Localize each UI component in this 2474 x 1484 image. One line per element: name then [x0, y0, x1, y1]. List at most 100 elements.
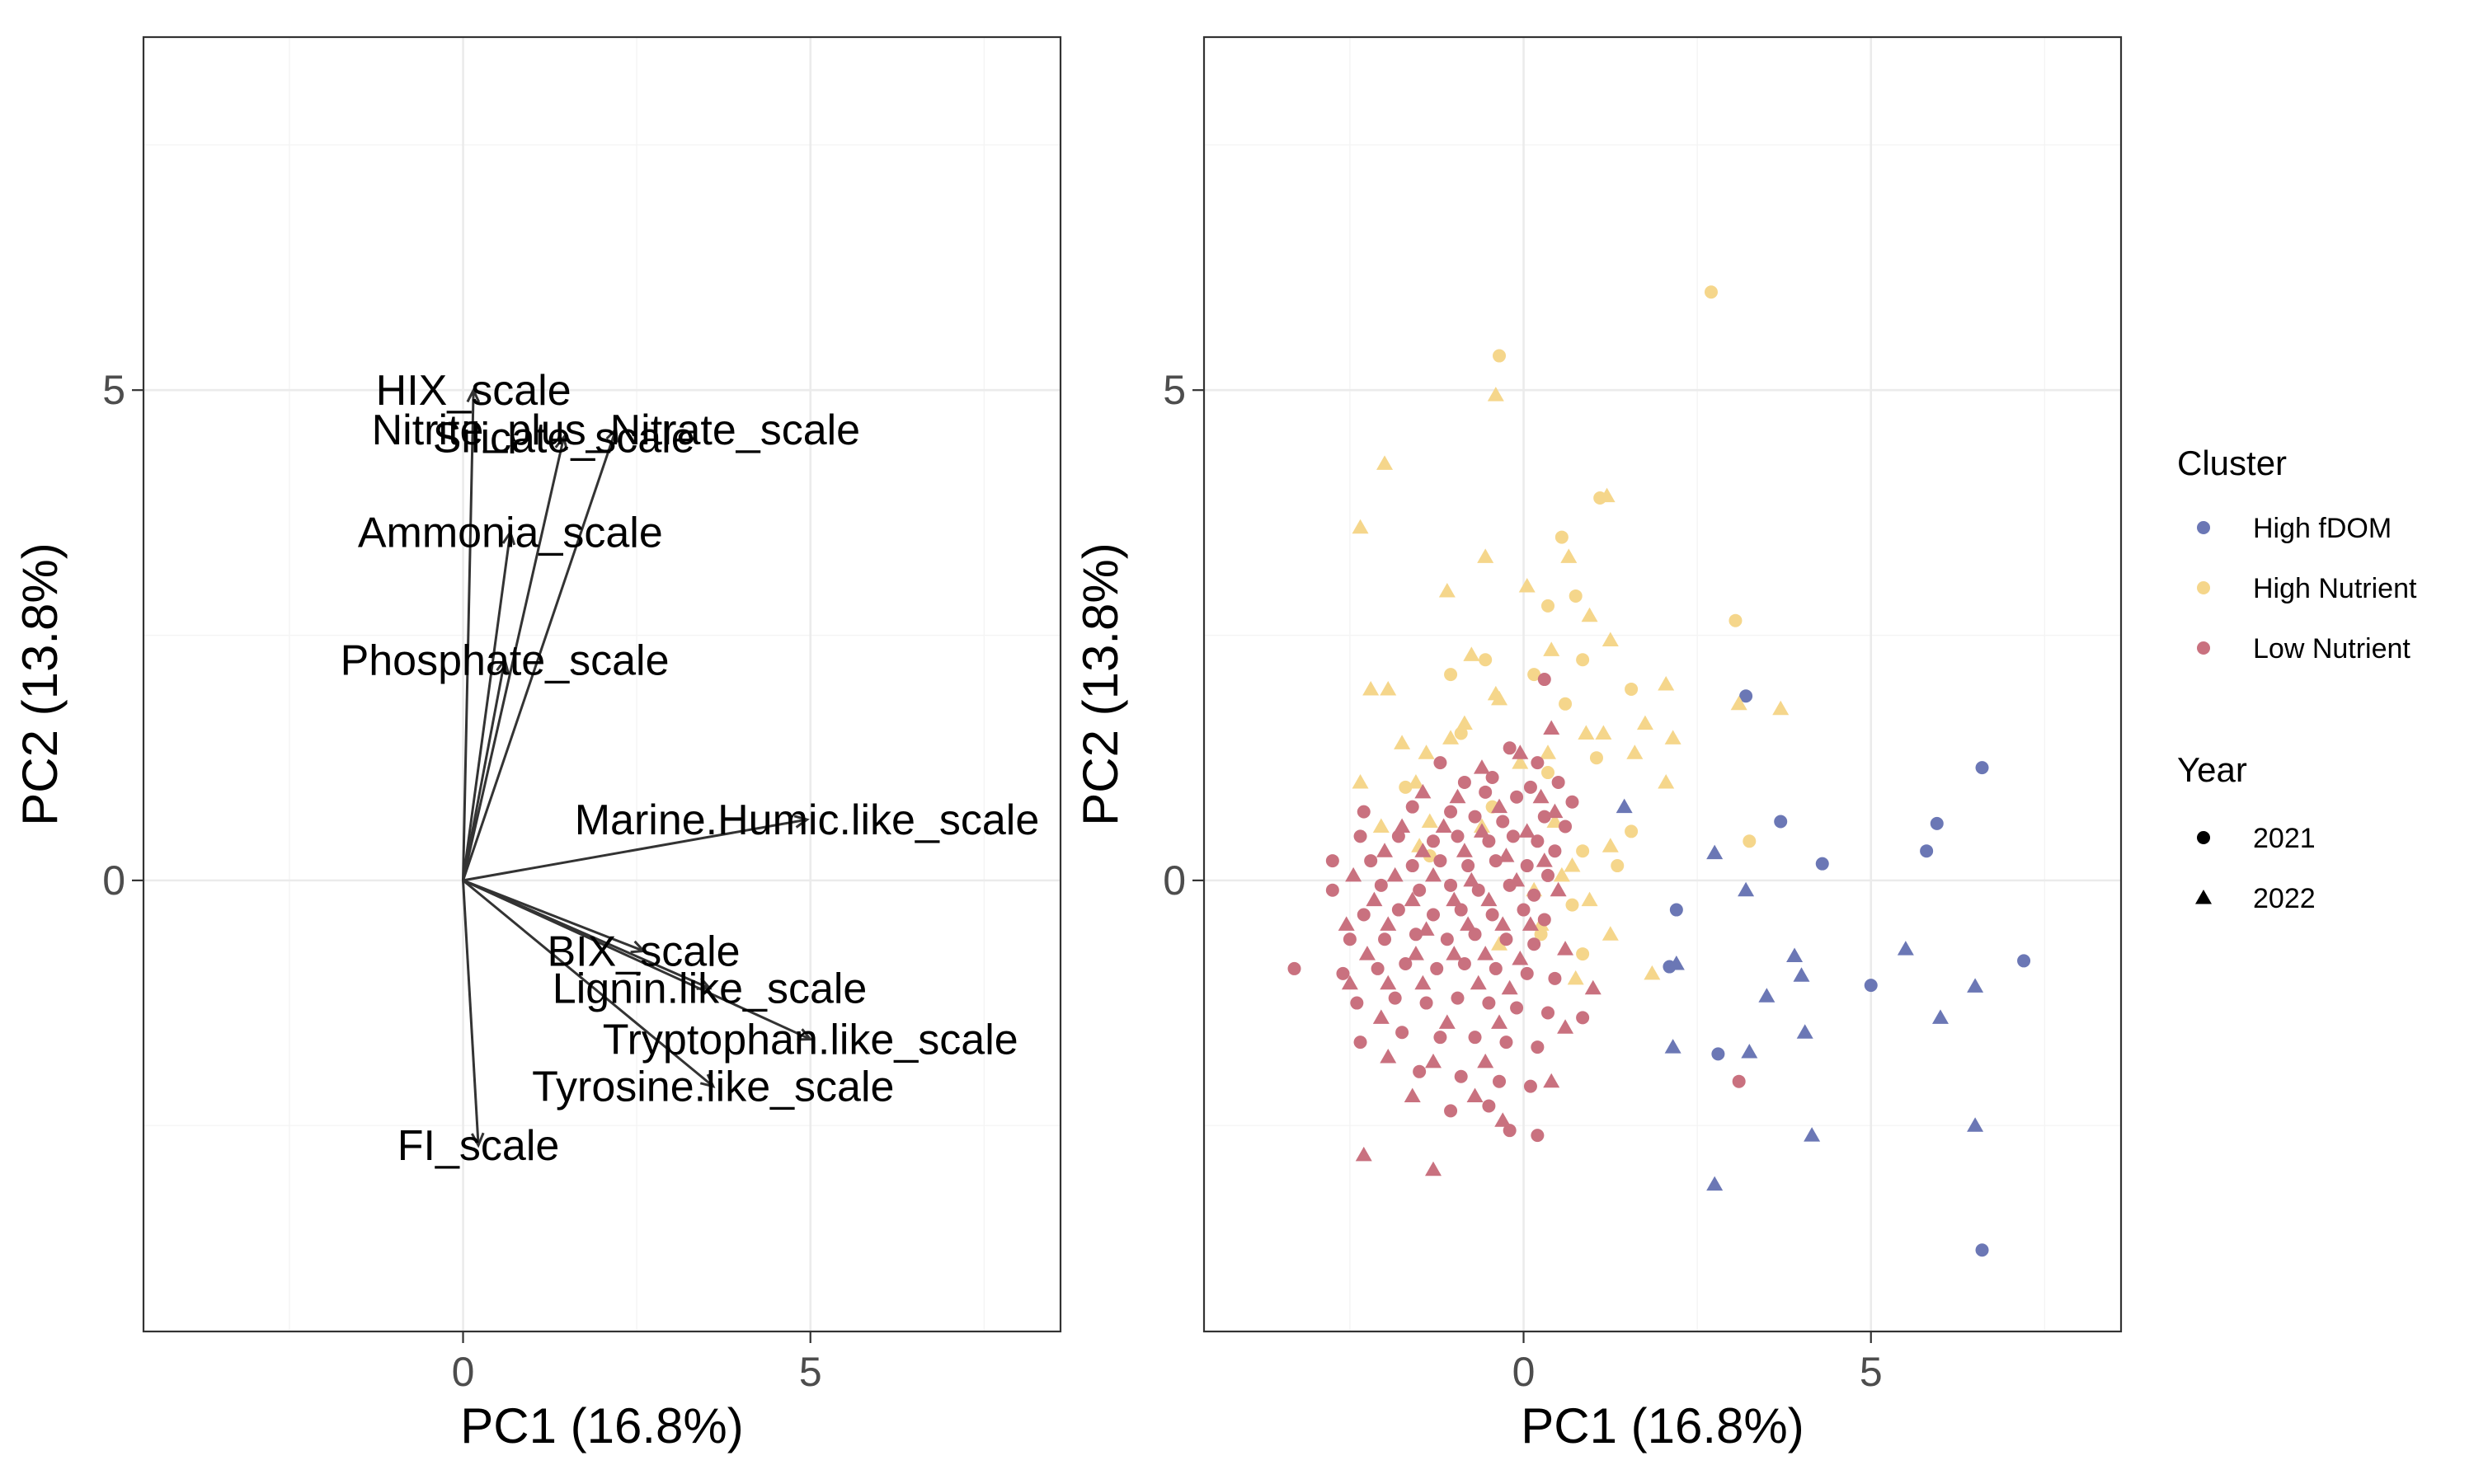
point-low-nutrient-2021 [1444, 878, 1458, 892]
scores-axis-ticks: 0 5 0 5 [1163, 367, 1882, 1395]
point-high-nutrient-2021 [1704, 285, 1718, 299]
point-low-nutrient-2021 [1325, 883, 1339, 897]
point-high-fdom-2022 [1706, 1176, 1724, 1191]
loadings-axis-ticks: 0 5 0 5 [102, 367, 821, 1395]
point-low-nutrient-2021 [1433, 756, 1447, 770]
point-low-nutrient-2021 [1405, 859, 1419, 873]
point-low-nutrient-2021 [1485, 770, 1499, 784]
point-high-fdom-2021 [1774, 815, 1788, 829]
point-low-nutrient-2021 [1409, 928, 1423, 942]
point-high-nutrient-2021 [1541, 599, 1554, 613]
y-tick-label: 5 [102, 367, 125, 413]
scores-grid [1204, 37, 2121, 1331]
point-low-nutrient-2022 [1414, 783, 1432, 799]
point-low-nutrient-2021 [1325, 854, 1339, 868]
point-low-nutrient-2021 [1482, 996, 1496, 1010]
point-low-nutrient-2021 [1576, 1011, 1590, 1025]
point-low-nutrient-2021 [1433, 854, 1447, 868]
loading-vector-label: Lignin.like_scale [553, 965, 868, 1013]
legend-cluster-items: High fDOM High Nutrient Low Nutrient [2197, 513, 2417, 665]
loading-vector-arrowhead [496, 656, 510, 674]
point-low-nutrient-2022 [1338, 916, 1355, 931]
point-low-nutrient-2022 [1456, 843, 1473, 857]
point-high-nutrient-2021 [1611, 859, 1625, 873]
point-low-nutrient-2021 [1343, 932, 1357, 946]
point-low-nutrient-2021 [1520, 859, 1534, 873]
loading-vector-line [462, 436, 566, 881]
legend-cluster-key [2197, 641, 2210, 655]
point-low-nutrient-2021 [1444, 1104, 1458, 1118]
point-low-nutrient-2021 [1336, 966, 1350, 980]
point-low-nutrient-2022 [1449, 788, 1466, 804]
point-high-fdom-2021 [1920, 844, 1934, 858]
loadings-panel-border [142, 35, 1062, 1333]
point-low-nutrient-2022 [1386, 866, 1404, 882]
point-high-nutrient-2022 [1491, 690, 1508, 706]
point-high-fdom-2022 [1967, 1117, 1984, 1132]
point-high-nutrient-2022 [1553, 866, 1570, 882]
point-low-nutrient-2022 [1557, 1019, 1574, 1034]
point-low-nutrient-2021 [1527, 888, 1541, 902]
point-low-nutrient-2021 [1440, 932, 1454, 946]
point-low-nutrient-2021 [1457, 956, 1471, 970]
point-low-nutrient-2022 [1477, 1053, 1494, 1068]
x-tick-label: 0 [1512, 1349, 1536, 1395]
point-high-fdom-2021 [1711, 1047, 1725, 1061]
point-low-nutrient-2021 [1565, 795, 1579, 809]
point-low-nutrient-2022 [1532, 788, 1550, 804]
point-high-nutrient-2021 [1554, 530, 1569, 544]
legend-cluster-key [2197, 521, 2210, 534]
point-low-nutrient-2021 [1559, 819, 1573, 834]
point-high-nutrient-2022 [1352, 773, 1369, 789]
loading-vector-arrowhead [466, 387, 481, 403]
legend-year-label: 2021 [2253, 823, 2316, 854]
point-low-nutrient-2021 [1468, 810, 1482, 824]
y-tick-label: 0 [1163, 857, 1186, 904]
point-low-nutrient-2022 [1358, 946, 1376, 960]
point-low-nutrient-2021 [1378, 932, 1392, 946]
point-high-nutrient-2022 [1543, 641, 1560, 656]
point-low-nutrient-2021 [1350, 996, 1364, 1010]
loading-vector-label: FI_scale [397, 1122, 560, 1170]
point-low-nutrient-2021 [1523, 1079, 1537, 1093]
point-high-nutrient-2022 [1487, 387, 1504, 402]
point-low-nutrient-2022 [1407, 946, 1424, 960]
point-low-nutrient-2021 [1527, 937, 1541, 951]
loadings-x-axis-title: PC1 (16.8%) [460, 1398, 743, 1453]
point-high-fdom-2022 [1664, 1039, 1681, 1054]
point-low-nutrient-2021 [1395, 1026, 1409, 1040]
loadings-grid [143, 37, 1061, 1331]
point-low-nutrient-2021 [1405, 800, 1419, 814]
point-high-fdom-2022 [1931, 1009, 1949, 1024]
point-high-nutrient-2022 [1407, 773, 1424, 789]
point-high-nutrient-2022 [1477, 548, 1494, 563]
point-high-fdom-2022 [1786, 947, 1804, 962]
point-high-fdom-2021 [1669, 903, 1683, 917]
point-low-nutrient-2022 [1512, 744, 1529, 759]
point-high-nutrient-2022 [1602, 926, 1619, 941]
point-low-nutrient-2021 [1388, 991, 1402, 1005]
point-high-nutrient-2021 [1576, 653, 1590, 667]
loading-vector-arrowhead [699, 1073, 716, 1088]
point-low-nutrient-2021 [1391, 903, 1405, 917]
point-low-nutrient-2021 [1510, 1001, 1524, 1015]
point-high-fdom-2021 [1930, 816, 1944, 830]
point-high-nutrient-2021 [1559, 697, 1573, 711]
point-high-fdom-2022 [1758, 988, 1776, 1003]
point-high-nutrient-2022 [1581, 607, 1598, 622]
point-high-nutrient-2021 [1729, 613, 1743, 627]
point-low-nutrient-2021 [1399, 956, 1413, 970]
point-low-nutrient-2021 [1482, 1099, 1496, 1113]
point-high-nutrient-2022 [1352, 519, 1369, 534]
scores-y-axis-title: PC2 (13.8%) [1073, 542, 1128, 825]
point-high-nutrient-2022 [1664, 730, 1681, 744]
legend-cluster-label: Low Nutrient [2253, 633, 2411, 665]
point-high-nutrient-2022 [1372, 818, 1390, 833]
loading-vector-label: Marine.Humic.like_scale [575, 796, 1040, 844]
point-low-nutrient-2021 [1548, 844, 1562, 858]
point-low-nutrient-2021 [1357, 908, 1371, 922]
point-low-nutrient-2022 [1584, 979, 1602, 995]
point-high-nutrient-2022 [1730, 695, 1747, 711]
point-high-fdom-2021 [1739, 689, 1753, 703]
point-high-nutrient-2022 [1540, 744, 1556, 759]
